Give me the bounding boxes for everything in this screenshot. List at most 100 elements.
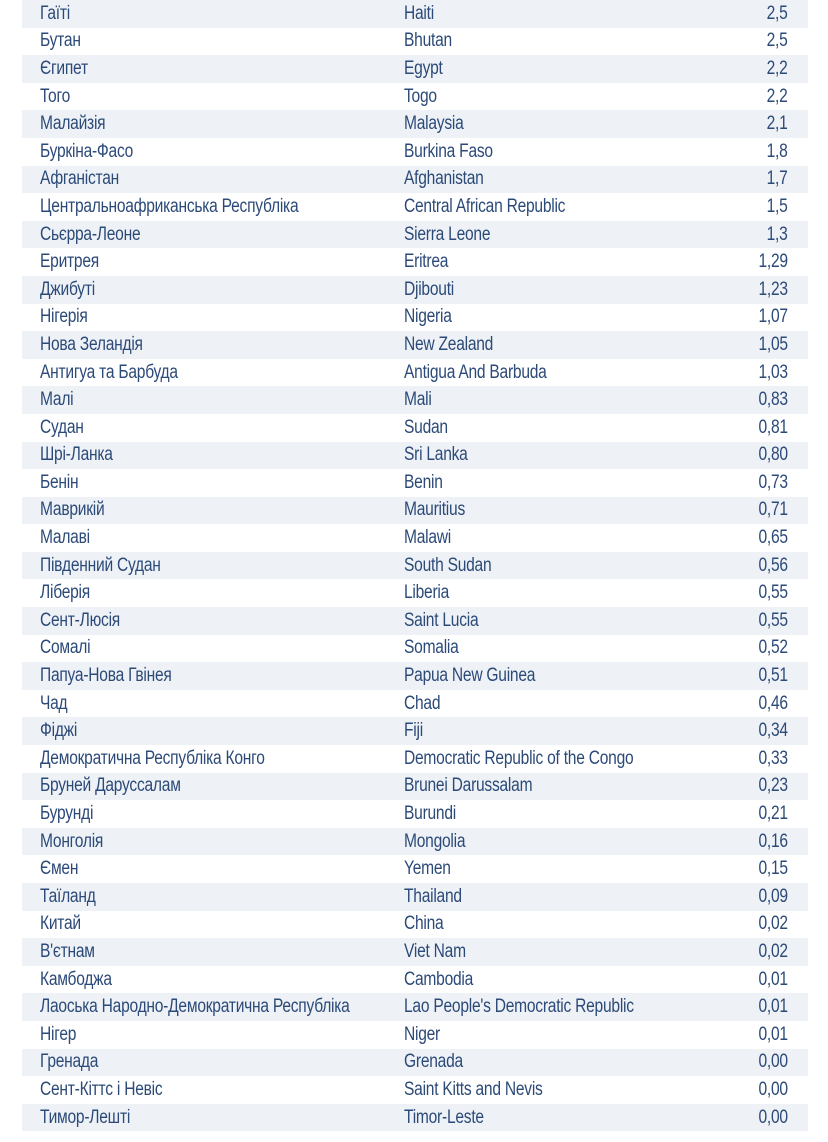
country-name-en: Central African Republic	[404, 196, 704, 218]
country-name-uk: Еритрея	[40, 251, 422, 273]
country-name-uk-text: Маврикій	[40, 499, 105, 521]
country-name-en: Saint Lucia	[404, 610, 704, 632]
country-name-uk-text: Демократична Республіка Конго	[40, 747, 265, 769]
country-value-text: 0,51	[758, 665, 789, 687]
country-name-en-text: Democratic Republic of the Congo	[404, 747, 634, 769]
table-row: Монголія Mongolia 0,16	[22, 827, 808, 856]
table-row: Сент-Люсія Saint Lucia 0,55	[22, 607, 808, 635]
country-name-en-text: Lao People's Democratic Republic	[404, 996, 634, 1018]
country-value: 1,05	[704, 334, 808, 356]
country-name-uk: Нігерія	[40, 306, 422, 328]
country-name-uk-text: Судан	[40, 416, 84, 438]
country-value: 1,23	[704, 279, 808, 301]
country-name-en: Togo	[404, 86, 704, 108]
country-name-en-text: Nigeria	[404, 306, 452, 328]
country-value-text: 0,80	[758, 444, 789, 466]
country-name-uk-text: Сьєрра-Леоне	[40, 223, 141, 245]
country-value: 0,55	[704, 610, 808, 632]
country-name-uk: Ємен	[40, 858, 422, 880]
country-name-en-text: Fiji	[404, 720, 423, 742]
table-row: Бурунді Burundi 0,21	[22, 800, 808, 828]
country-name-uk-text: Центральноафриканська Республіка	[40, 195, 299, 217]
country-value-text: 1,3	[767, 223, 788, 245]
table-row: Гренада Grenada 0,00	[22, 1048, 808, 1077]
country-name-uk: Папуа-Нова Гвінея	[40, 665, 422, 687]
country-value-text: 1,5	[767, 195, 788, 217]
table-row: Китай China 0,02	[22, 910, 808, 939]
table-row: Судан Sudan 0,81	[22, 413, 808, 442]
country-name-en-text: Sudan	[404, 416, 448, 438]
country-name-en-text: Brunei Darussalam	[404, 775, 533, 797]
country-value: 0,01	[704, 1024, 808, 1046]
country-name-en: Papua New Guinea	[404, 665, 704, 687]
country-name-uk-text: Афганістан	[40, 168, 120, 190]
country-name-en: Liberia	[404, 582, 704, 604]
country-name-en-text: Malaysia	[404, 113, 464, 135]
country-value-text: 0,73	[758, 471, 789, 493]
table-row: Бутан Bhutan 2,5	[22, 27, 808, 56]
country-name-en: Democratic Republic of the Congo	[404, 748, 704, 770]
country-value: 1,07	[704, 306, 808, 328]
country-name-en-text: China	[404, 913, 444, 935]
country-name-uk: Таїланд	[40, 886, 422, 908]
country-value: 0,81	[704, 417, 808, 439]
country-value-text: 1,05	[758, 333, 789, 355]
country-name-en-text: Somalia	[404, 637, 459, 659]
country-name-en: Djibouti	[404, 279, 704, 301]
country-name-uk: Бенін	[40, 472, 422, 494]
country-name-uk-text: Шрі-Ланка	[40, 444, 113, 466]
country-value-text: 2,2	[767, 57, 788, 79]
country-name-uk-text: Сент-Кіттс і Невіс	[40, 1078, 163, 1100]
country-name-uk: Судан	[40, 417, 422, 439]
country-name-uk: Південний Судан	[40, 555, 422, 577]
country-name-uk-text: Фіджі	[40, 720, 78, 742]
country-value-text: 0,55	[758, 582, 789, 604]
country-name-en: Saint Kitts and Nevis	[404, 1079, 704, 1101]
country-name-en: Antigua And Barbuda	[404, 362, 704, 384]
country-value-text: 2,2	[767, 85, 788, 107]
country-value: 0,02	[704, 913, 808, 935]
country-name-en: Mali	[404, 389, 704, 411]
country-name-en: Grenada	[404, 1051, 704, 1073]
country-value: 2,2	[704, 58, 808, 80]
country-name-uk-text: Тимор-Лешті	[40, 1106, 131, 1128]
country-value-text: 0,46	[758, 692, 789, 714]
country-name-en-text: Djibouti	[404, 278, 454, 300]
country-name-en: Egypt	[404, 58, 704, 80]
country-name-uk: Афганістан	[40, 168, 422, 190]
country-name-en: Brunei Darussalam	[404, 775, 704, 797]
table-row: Камбоджа Cambodia 0,01	[22, 965, 808, 994]
country-value: 0,65	[704, 527, 808, 549]
country-name-uk-text: Камбоджа	[40, 968, 112, 990]
country-value: 0,00	[704, 1079, 808, 1101]
country-value-text: 0,55	[758, 609, 789, 631]
table-row: Антигуа та Барбуда Antigua And Barbuda 1,0…	[22, 358, 808, 387]
table-row: Бенін Benin 0,73	[22, 469, 808, 497]
country-value: 2,2	[704, 86, 808, 108]
country-name-uk: Центральноафриканська Республіка	[40, 196, 422, 218]
country-name-uk-text: Бенін	[40, 471, 79, 493]
country-value: 2,5	[704, 3, 808, 25]
table-row: Демократична Республіка Конго Democratic …	[22, 745, 808, 773]
country-name-uk-text: Сент-Люсія	[40, 609, 120, 631]
country-name-en-text: Togo	[404, 85, 437, 107]
country-name-uk: Ліберія	[40, 582, 422, 604]
country-value-text: 0,15	[758, 858, 789, 880]
country-name-en-text: Egypt	[404, 57, 443, 79]
country-value-text: 0,21	[758, 803, 789, 825]
country-value-text: 0,23	[758, 775, 789, 797]
country-value: 0,16	[704, 831, 808, 853]
country-name-en: New Zealand	[404, 334, 704, 356]
country-name-uk-text: Бруней Даруссалам	[40, 775, 181, 797]
country-name-uk: Джибуті	[40, 279, 422, 301]
country-name-en-text: Eritrea	[404, 251, 449, 273]
table-row: Нігерія Nigeria 1,07	[22, 303, 808, 332]
country-name-uk: Монголія	[40, 831, 422, 853]
country-value-text: 0,02	[758, 940, 789, 962]
country-name-en-text: New Zealand	[404, 333, 494, 355]
country-name-en: Afghanistan	[404, 168, 704, 190]
country-name-en-text: Viet Nam	[404, 940, 466, 962]
country-name-en-text: Haiti	[404, 2, 434, 24]
country-name-uk-text: Єгипет	[40, 57, 88, 79]
country-value-text: 0,00	[758, 1078, 789, 1100]
